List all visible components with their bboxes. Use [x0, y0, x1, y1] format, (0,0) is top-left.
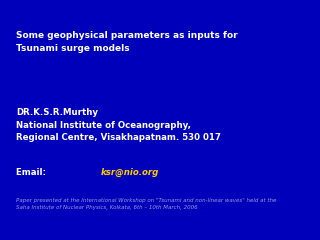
Text: ksr@nio.org: ksr@nio.org: [101, 168, 159, 177]
Text: Some geophysical parameters as inputs for
Tsunami surge models: Some geophysical parameters as inputs fo…: [16, 31, 238, 53]
Text: DR.K.S.R.Murthy
National Institute of Oceanography,
Regional Centre, Visakhapatn: DR.K.S.R.Murthy National Institute of Oc…: [16, 108, 221, 142]
Text: Email:: Email:: [16, 168, 49, 177]
Text: Paper presented at the International Workshop on "Tsunami and non-linear waves" : Paper presented at the International Wor…: [16, 198, 276, 210]
